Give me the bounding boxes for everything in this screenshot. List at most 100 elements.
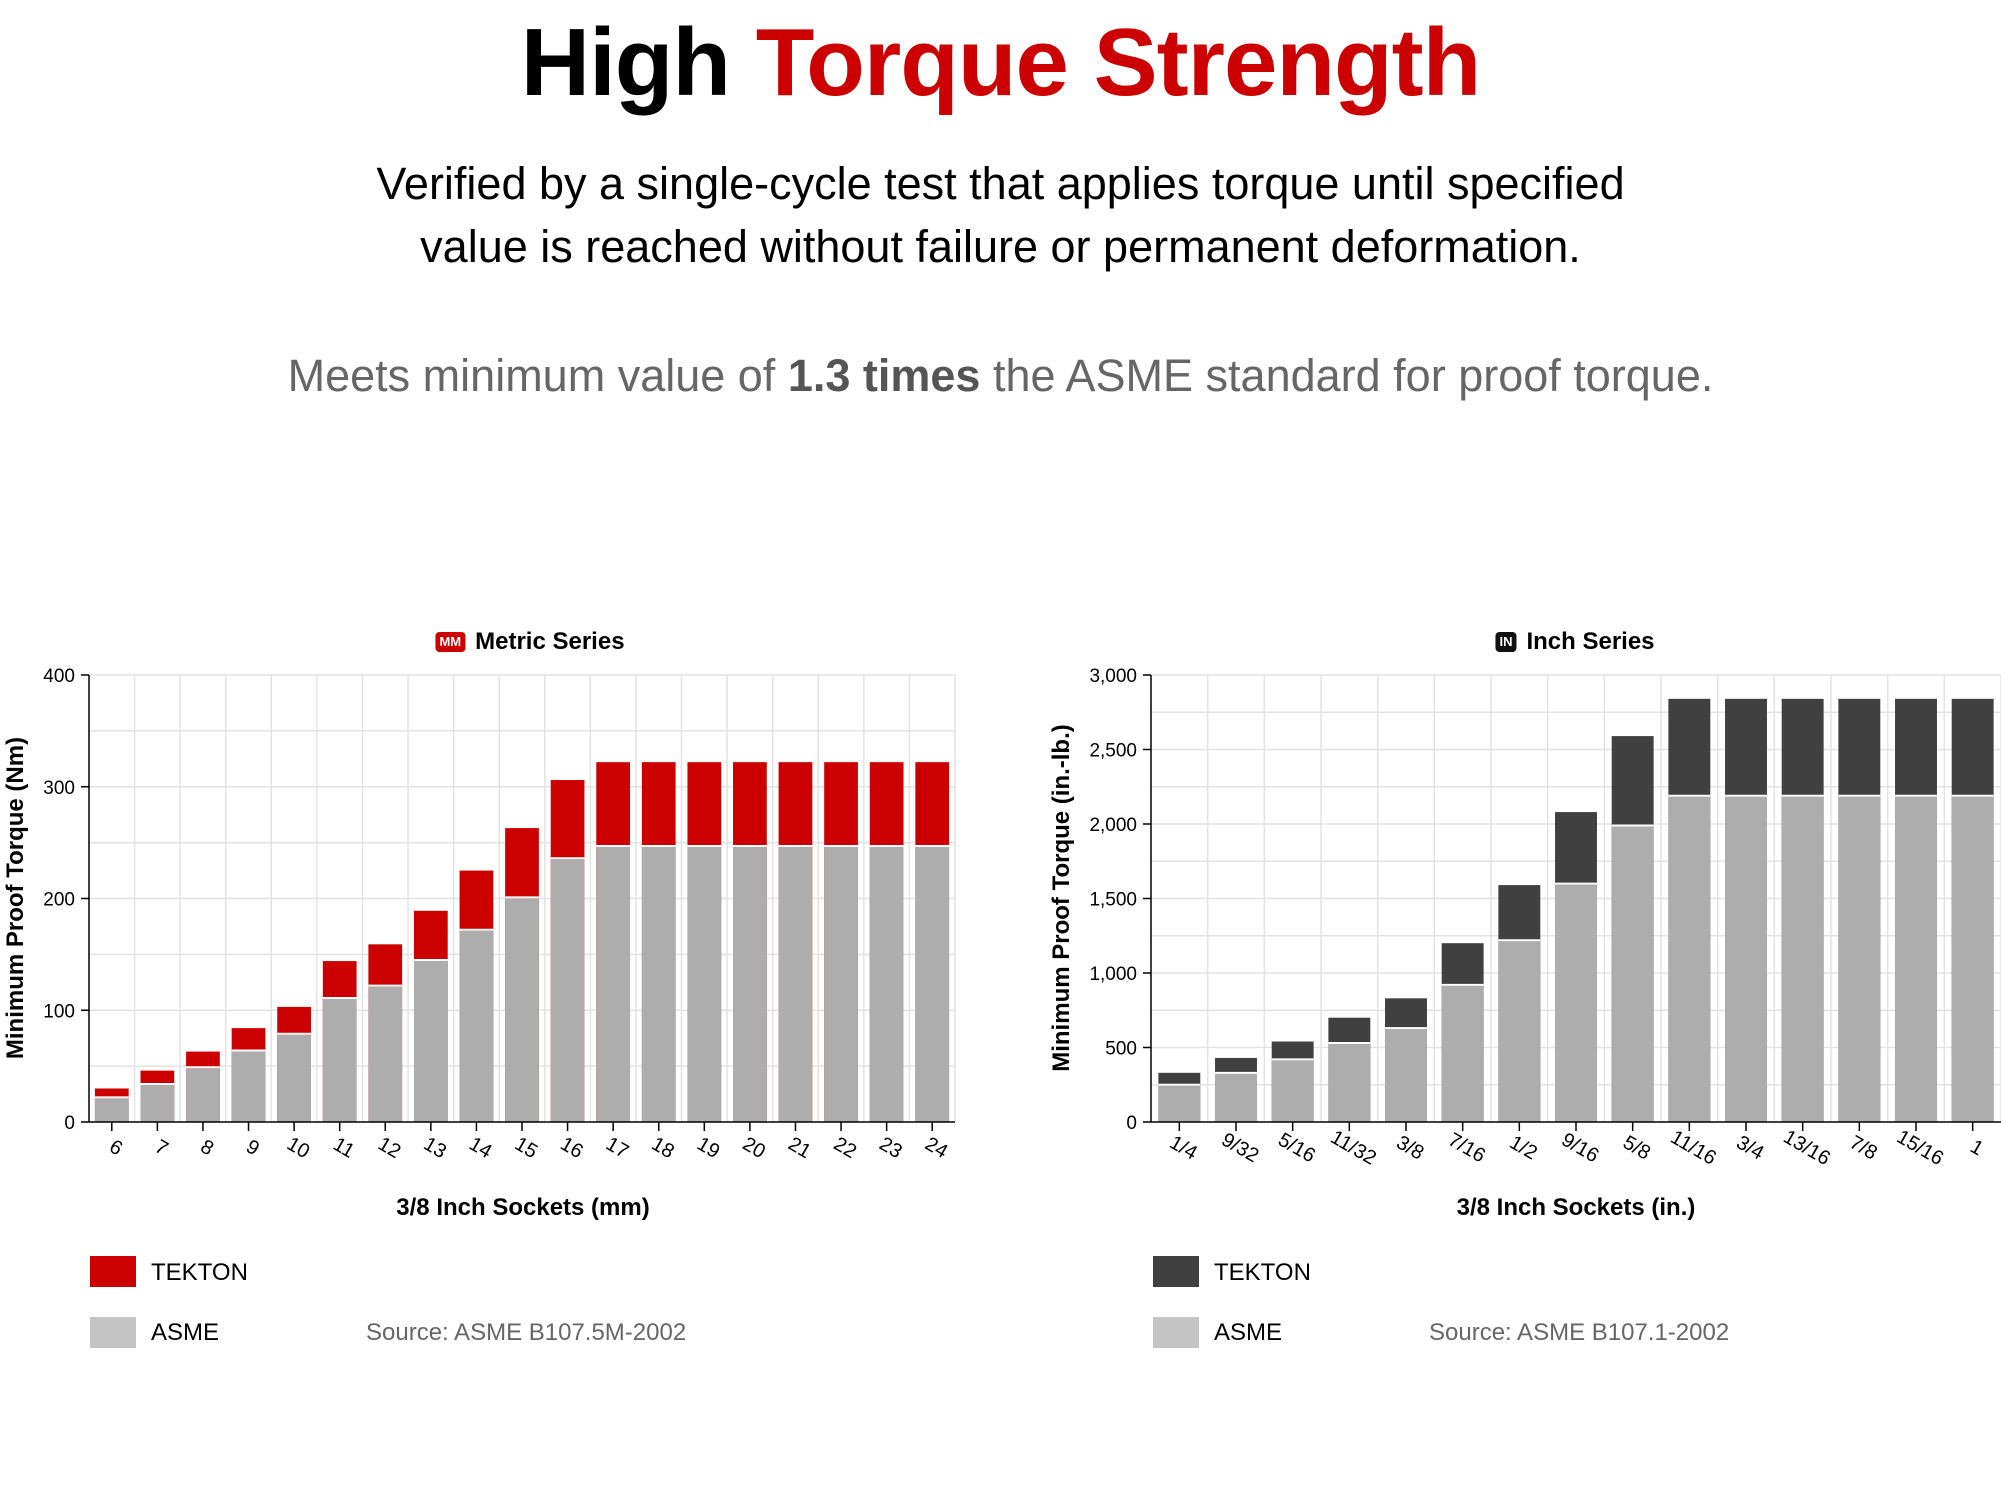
x-tick-label: 17 (602, 1133, 632, 1163)
page-title: High Torque Strength (0, 8, 2001, 118)
title-part1: High (520, 9, 731, 116)
legend-label-tekton-inch: TEKTON (1214, 1259, 1311, 1286)
bar-asme (186, 1068, 220, 1122)
legend-label-asme-inch: ASME (1214, 1319, 1283, 1346)
bar-asme (1271, 1060, 1314, 1122)
y-tick-label: 1,000 (1089, 964, 1137, 985)
y-tick-label: 3,000 (1089, 666, 1137, 687)
bar-asme (778, 846, 813, 1122)
bar-asme (1328, 1044, 1371, 1122)
bar-asme (1668, 796, 1711, 1122)
subtitle-line1: Verified by a single-cycle test that app… (376, 158, 1625, 209)
bar-asme (94, 1098, 129, 1122)
bar-asme (1385, 1029, 1427, 1122)
bar-asme (1555, 884, 1597, 1122)
metric-title-text: Metric Series (475, 628, 625, 655)
bar-asme (550, 859, 585, 1122)
x-tick-label: 8 (197, 1136, 218, 1161)
bar-asme (1158, 1085, 1201, 1122)
bar-asme (505, 898, 539, 1122)
meets-after: the ASME standard for proof torque. (980, 350, 1714, 401)
meets-bold: 1.3 times (787, 350, 981, 401)
inch-x-axis-title: 3/8 Inch Sockets (in.) (1456, 1194, 1696, 1221)
x-tick-label: 1/4 (1166, 1132, 1201, 1165)
x-tick-label: 14 (465, 1133, 495, 1163)
metric-chart: 0 100 200 300 400 6 7 8 9 10 11 12 13 14 15 16 17 18 19 20 2… (43, 666, 956, 1163)
x-tick-label: 19 (693, 1133, 723, 1163)
bar-asme (1441, 985, 1484, 1122)
x-tick-label: 16 (556, 1133, 586, 1163)
bar-asme (1895, 796, 1937, 1122)
y-tick-label: 0 (1126, 1113, 1137, 1134)
x-tick-label: 3/8 (1392, 1132, 1427, 1165)
y-tick-label: 2,000 (1089, 815, 1137, 836)
y-tick-label: 100 (43, 1001, 75, 1022)
x-tick-label: 1/2 (1506, 1132, 1541, 1165)
x-tick-label: 24 (921, 1133, 951, 1163)
legend-label-asme: ASME (151, 1319, 220, 1346)
bar-asme (1838, 796, 1881, 1122)
y-tick-label: 0 (64, 1113, 75, 1134)
in-badge-icon: IN (1495, 632, 1517, 652)
y-tick-label: 2,500 (1089, 741, 1137, 762)
y-tick-label: 200 (43, 890, 75, 911)
bar-asme (869, 846, 904, 1122)
x-tick-label: 6 (105, 1136, 126, 1161)
bar-asme (368, 986, 403, 1122)
x-tick-label: 22 (830, 1133, 860, 1163)
legend-swatch-asme (90, 1317, 136, 1348)
x-tick-label: 9/32 (1218, 1129, 1263, 1168)
bar-asme (733, 846, 767, 1122)
metric-chart-title: MM Metric Series (435, 628, 625, 656)
y-tick-label: 300 (43, 778, 75, 799)
bar-asme (687, 846, 722, 1122)
x-tick-label: 7/16 (1444, 1129, 1489, 1168)
bar-asme (1611, 826, 1654, 1122)
inch-source: Source: ASME B107.1-2002 (1429, 1319, 1730, 1346)
bar-asme (1215, 1073, 1257, 1122)
x-tick-label: 21 (784, 1133, 814, 1163)
asme-statement: Meets minimum value of 1.3 times the ASM… (0, 350, 2001, 402)
y-tick-label: 500 (1105, 1039, 1137, 1060)
bar-asme (1951, 796, 1994, 1122)
inch-title-text: Inch Series (1526, 628, 1655, 655)
bar-asme (915, 846, 950, 1122)
x-tick-label: 11/32 (1327, 1126, 1380, 1169)
bar-asme (277, 1034, 311, 1122)
bar-asme (824, 846, 858, 1122)
bar-asme (1725, 796, 1767, 1122)
subtitle: Verified by a single-cycle test that app… (0, 152, 2001, 278)
bar-asme (1781, 796, 1824, 1122)
x-tick-label: 1 (1966, 1136, 1987, 1161)
x-tick-label: 5/8 (1619, 1132, 1654, 1165)
x-tick-label: 13/16 (1779, 1126, 1833, 1170)
y-tick-label: 400 (43, 666, 75, 687)
x-tick-label: 18 (648, 1133, 678, 1163)
y-tick-label: 1,500 (1089, 890, 1137, 911)
legend-swatch-asme-inch (1153, 1317, 1199, 1348)
x-tick-label: 9 (242, 1136, 263, 1161)
bar-asme (596, 846, 631, 1122)
x-tick-label: 7/8 (1846, 1132, 1881, 1165)
mm-badge-icon: MM (435, 632, 466, 652)
x-tick-label: 10 (283, 1133, 313, 1163)
meets-before: Meets minimum value of (287, 350, 788, 401)
x-tick-label: 15 (511, 1133, 541, 1163)
subtitle-line2: value is reached without failure or perm… (420, 221, 1581, 272)
x-tick-label: 12 (374, 1133, 404, 1163)
bar-asme (413, 960, 448, 1122)
bar-asme (641, 846, 676, 1122)
bar-asme (459, 930, 494, 1122)
x-tick-label: 9/16 (1558, 1129, 1603, 1168)
x-tick-label: 20 (739, 1133, 769, 1163)
x-tick-label: 11/16 (1667, 1126, 1720, 1169)
legend-label-tekton: TEKTON (151, 1259, 248, 1286)
bar-asme (322, 998, 357, 1122)
legend-swatch-tekton-inch (1153, 1256, 1199, 1287)
inch-chart-title: IN Inch Series (1495, 628, 1655, 656)
x-tick-label: 7 (151, 1136, 172, 1161)
bar-asme (231, 1051, 266, 1122)
x-tick-label: 15/16 (1893, 1126, 1947, 1170)
x-tick-label: 13 (420, 1133, 450, 1163)
inch-chart: 0 500 1,000 1,500 2,000 2,500 3,000 1/4 9/32 5/16… (1089, 666, 2001, 1170)
